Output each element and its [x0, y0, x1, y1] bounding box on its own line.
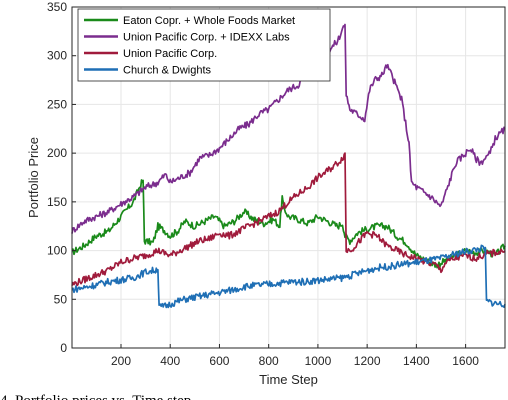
x-tick-label: 400 — [160, 354, 180, 368]
y-tick-label: 50 — [54, 292, 68, 306]
legend-label: Church & Dwights — [123, 65, 212, 77]
y-tick-label: 350 — [47, 0, 67, 14]
y-tick-label: 150 — [47, 195, 67, 209]
series-line — [71, 23, 506, 234]
y-tick-label: 250 — [47, 97, 67, 111]
line-chart: 200 400 600 800 1000 1200 1400 1600 0 50 100 150 200… — [26, 0, 506, 387]
legend-label: Union Pacific Corp. + IDEXX Labs — [123, 32, 290, 44]
legend-box — [77, 8, 331, 82]
y-tick-label: 200 — [47, 146, 67, 160]
x-tick-label: 800 — [259, 354, 279, 368]
y-tick-label: 300 — [47, 49, 67, 63]
axis-ticks: 200 400 600 800 1000 1200 1400 1600 0 50 100 150 200… — [47, 0, 479, 368]
legend: Eaton Copr. + Whole Foods Market Union Pa… — [77, 8, 331, 82]
x-tick-label: 1400 — [403, 354, 430, 368]
figure-caption: 4. Portfolio prices vs. Time step — [0, 388, 191, 400]
x-tick-label: 600 — [209, 354, 229, 368]
legend-items: Eaton Copr. + Whole Foods Market Union Pa… — [84, 15, 295, 77]
legend-label: Eaton Copr. + Whole Foods Market — [123, 15, 295, 27]
series-lines — [71, 23, 506, 309]
y-tick-label: 0 — [60, 341, 67, 355]
x-tick-label: 1200 — [354, 354, 381, 368]
y-tick-label: 100 — [47, 244, 67, 258]
x-tick-label: 200 — [111, 354, 131, 368]
series-line — [71, 244, 506, 309]
legend-label: Union Pacific Corp. — [123, 48, 217, 60]
y-axis-title: Portfolio Price — [26, 137, 41, 218]
x-axis-title: Time Step — [259, 372, 318, 387]
x-tick-label: 1000 — [305, 354, 332, 368]
x-tick-label: 1600 — [452, 354, 479, 368]
plot-frame — [71, 6, 506, 349]
